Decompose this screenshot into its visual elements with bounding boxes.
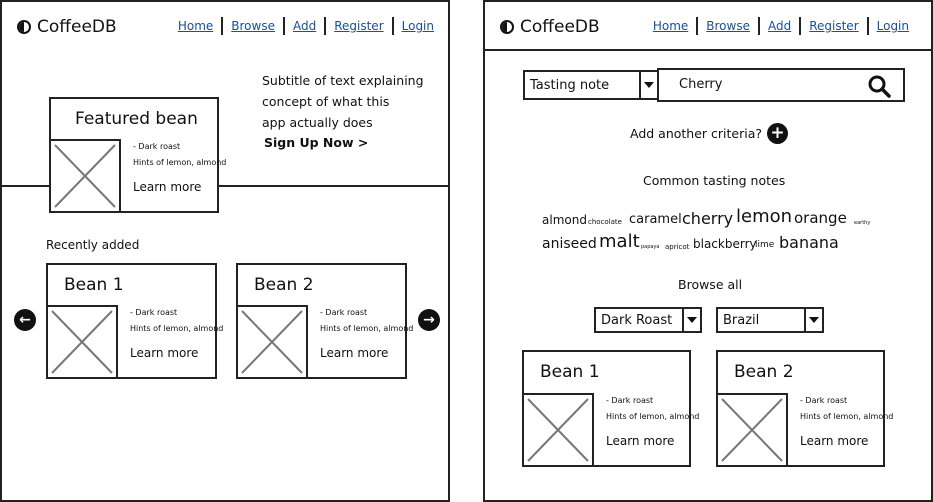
image-placeholder-icon — [48, 305, 118, 377]
search-icon[interactable] — [867, 74, 891, 98]
add-criteria-plus-icon[interactable]: + — [767, 123, 788, 144]
nav-home[interactable]: Home — [177, 19, 214, 33]
tag-lime[interactable]: lime — [755, 240, 775, 250]
featured-notes: Hints of lemon, almond — [133, 158, 227, 167]
hero-subtitle: Subtitle of text explaining concept of w… — [262, 70, 424, 133]
featured-roast: - Dark roast — [133, 142, 181, 151]
brand-name: CoffeeDB — [37, 17, 117, 37]
nav-divider — [757, 17, 760, 35]
bean-roast: - Dark roast — [320, 308, 368, 317]
carousel-prev-icon[interactable]: ← — [14, 309, 36, 331]
bean-title: Bean 2 — [734, 362, 794, 382]
nav-divider — [324, 17, 327, 35]
nav-divider — [799, 17, 802, 35]
brand[interactable]: CoffeeDB — [17, 17, 117, 37]
bean-notes: Hints of lemon, almond — [800, 412, 894, 421]
top-nav: Home Browse Add Register Login — [645, 17, 909, 35]
browse-panel: CoffeeDB Home Browse Add Register Login … — [483, 0, 933, 502]
bean-title: Bean 2 — [254, 275, 314, 295]
home-panel: CoffeeDB Home Browse Add Register Login … — [0, 0, 450, 502]
add-criteria-label: Add another criteria? — [630, 126, 763, 141]
brand[interactable]: CoffeeDB — [500, 17, 600, 37]
bean-roast: - Dark roast — [130, 308, 178, 317]
nav-add[interactable]: Add — [767, 19, 792, 33]
origin-filter-value: Brazil — [723, 312, 760, 328]
tag-almond[interactable]: almond — [542, 213, 587, 227]
nav-login[interactable]: Login — [876, 19, 909, 33]
chevron-down-icon — [682, 309, 700, 331]
featured-bean-card[interactable]: Featured bean - Dark roast Hints of lemo… — [49, 97, 226, 213]
bean-notes: Hints of lemon, almond — [606, 412, 700, 421]
nav-divider — [866, 17, 869, 35]
nav-divider — [282, 17, 285, 35]
common-notes-heading: Common tasting notes — [643, 173, 786, 188]
bean-roast: - Dark roast — [800, 396, 848, 405]
top-nav: Home Browse Add Register Login — [170, 17, 434, 35]
bean-roast: - Dark roast — [606, 396, 654, 405]
coffee-logo-icon — [500, 20, 514, 34]
bean-learn-more[interactable]: Learn more — [130, 346, 199, 360]
hero-divider — [2, 185, 448, 187]
featured-learn-more[interactable]: Learn more — [133, 180, 202, 194]
search-input-value: Cherry — [679, 77, 723, 92]
hero-line-3: app actually does — [262, 115, 373, 130]
recent-bean-card-1[interactable]: Bean 1 - Dark roast Hints of lemon, almo… — [46, 263, 223, 379]
tag-aniseed[interactable]: aniseed — [542, 236, 597, 252]
search-input[interactable]: Cherry — [657, 68, 905, 102]
tag-earthy[interactable]: earthy — [854, 220, 871, 226]
criteria-value: Tasting note — [530, 77, 610, 93]
nav-home[interactable]: Home — [652, 19, 689, 33]
bean-notes: Hints of lemon, almond — [320, 324, 414, 333]
nav-divider — [391, 17, 394, 35]
browse-bean-card-2[interactable]: Bean 2 - Dark roast Hints of lemon, almo… — [716, 350, 893, 467]
nav-divider — [696, 17, 699, 35]
tag-lemon[interactable]: lemon — [736, 206, 793, 227]
sign-up-link[interactable]: Sign Up Now > — [264, 135, 369, 150]
image-placeholder-icon — [524, 393, 594, 465]
recently-added-heading: Recently added — [46, 238, 140, 252]
tag-malt[interactable]: malt — [599, 231, 640, 252]
browse-bean-card-1[interactable]: Bean 1 - Dark roast Hints of lemon, almo… — [522, 350, 699, 467]
nav-browse[interactable]: Browse — [231, 19, 275, 33]
nav-divider — [221, 17, 224, 35]
tag-cherry[interactable]: cherry — [682, 209, 734, 228]
bean-title: Bean 1 — [64, 275, 124, 295]
roast-filter-select[interactable]: Dark Roast — [594, 307, 702, 333]
header-divider — [485, 49, 931, 51]
nav-browse[interactable]: Browse — [706, 19, 750, 33]
image-placeholder-icon — [51, 139, 121, 211]
browse-all-heading: Browse all — [678, 277, 743, 292]
nav-register[interactable]: Register — [334, 19, 384, 33]
bean-learn-more[interactable]: Learn more — [800, 434, 869, 448]
origin-filter-select[interactable]: Brazil — [716, 307, 824, 333]
nav-add[interactable]: Add — [292, 19, 317, 33]
tag-caramel[interactable]: caramel — [629, 212, 682, 227]
tag-orange[interactable]: orange — [794, 209, 847, 227]
nav-login[interactable]: Login — [401, 19, 434, 33]
image-placeholder-icon — [718, 393, 788, 465]
recent-bean-card-2[interactable]: Bean 2 - Dark roast Hints of lemon, almo… — [236, 263, 413, 379]
carousel-next-icon[interactable]: → — [418, 309, 440, 331]
bean-learn-more[interactable]: Learn more — [606, 434, 675, 448]
tag-banana[interactable]: banana — [779, 233, 839, 252]
tag-blackberry[interactable]: blackberry — [693, 237, 757, 251]
hero-line-2: concept of what this — [262, 94, 390, 109]
tag-apricot[interactable]: apricot — [665, 243, 690, 251]
brand-name: CoffeeDB — [520, 17, 600, 37]
nav-register[interactable]: Register — [809, 19, 859, 33]
tag-papaya[interactable]: papaya — [641, 244, 660, 250]
coffee-logo-icon — [17, 20, 31, 34]
criteria-select[interactable]: Tasting note — [523, 70, 659, 100]
bean-title: Bean 1 — [540, 362, 600, 382]
chevron-down-icon — [804, 309, 822, 331]
roast-filter-value: Dark Roast — [601, 312, 673, 328]
tag-chocolate[interactable]: chocolate — [588, 218, 622, 226]
featured-title: Featured bean — [75, 109, 198, 129]
chevron-down-icon — [639, 72, 657, 98]
bean-learn-more[interactable]: Learn more — [320, 346, 389, 360]
hero-line-1: Subtitle of text explaining — [262, 73, 424, 88]
image-placeholder-icon — [238, 305, 308, 377]
bean-notes: Hints of lemon, almond — [130, 324, 224, 333]
